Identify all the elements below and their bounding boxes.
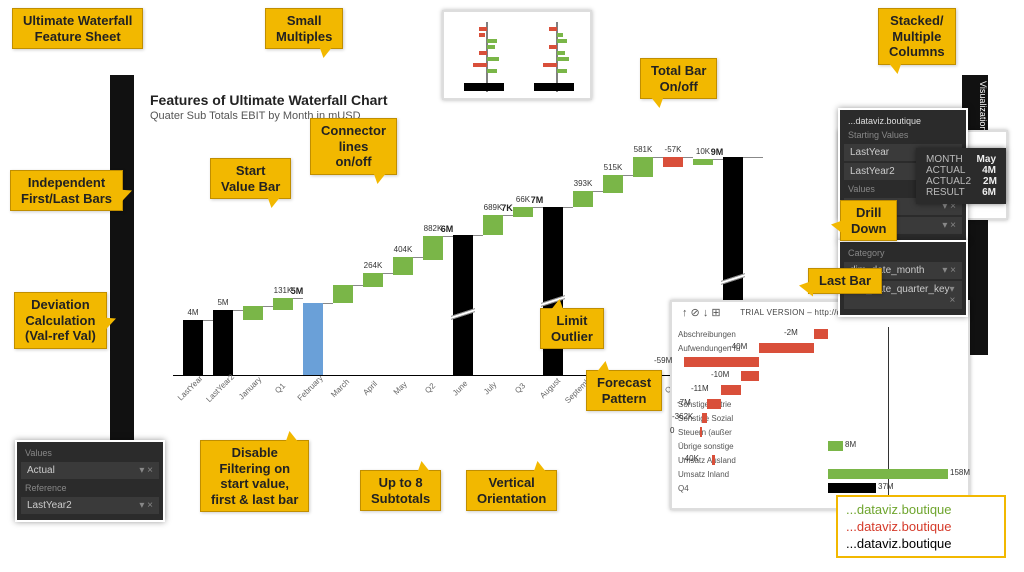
left-rail (110, 75, 134, 465)
callout-forecast: ForecastPattern (586, 370, 662, 411)
mini-hbar-row: Steuern (außer0 (678, 425, 962, 439)
values-panel[interactable]: Values Actual▾ × Reference LastYear2▾ × (15, 440, 165, 522)
stacked-tooltip: MONTHMay ACTUAL4M ACTUAL22M RESULT6M (916, 148, 1006, 204)
legend-black: ...dataviz.boutique (846, 535, 996, 552)
values-header: Values (21, 446, 159, 460)
callout-subtotals: Up to 8Subtotals (360, 470, 441, 511)
legend-red: ...dataviz.boutique (846, 518, 996, 535)
waterfall-bar[interactable] (183, 320, 203, 375)
mini-hbar-row: Sonstige Sozial-362K (678, 411, 962, 425)
reference-header: Reference (21, 481, 159, 495)
waterfall-bar[interactable] (213, 310, 233, 375)
waterfall-bar[interactable] (453, 235, 473, 375)
callout-connector: Connectorlineson/off (310, 118, 397, 175)
chart-title: Features of Ultimate Waterfall Chart (150, 92, 388, 108)
callout-independent: IndependentFirst/Last Bars (10, 170, 123, 211)
callout-drilldown: DrillDown (840, 200, 897, 241)
waterfall-bar[interactable] (303, 303, 323, 375)
callout-limit-outlier: LimitOutlier (540, 308, 604, 349)
callout-start-value: StartValue Bar (210, 158, 291, 199)
callout-stacked: Stacked/MultipleColumns (878, 8, 956, 65)
fields-h-category: Category (844, 246, 962, 260)
mini-hbar-row: Übrige sonstige8M (678, 439, 962, 453)
mini-hbar-row: -59M (678, 355, 962, 369)
callout-vertical: VerticalOrientation (466, 470, 557, 511)
field-row[interactable]: LastYear2▾ × (21, 497, 159, 514)
mini-hbar-row: Umsatz Ausland-40K (678, 453, 962, 467)
mini-hbar-row: Abschreibungen-2M (678, 327, 962, 341)
waterfall-bar[interactable] (423, 236, 443, 260)
mini-hbar-row: Aufwendungen fü-40M (678, 341, 962, 355)
callout-last-bar: Last Bar (808, 268, 882, 294)
waterfall-bar[interactable] (633, 157, 653, 177)
callout-small-multiples: SmallMultiples (265, 8, 343, 49)
legend-green: ...dataviz.boutique (846, 501, 996, 518)
mini-hbar-row: Q437M (678, 481, 962, 495)
waterfall-bar[interactable] (663, 157, 683, 167)
waterfall-bar[interactable] (363, 273, 383, 287)
waterfall-bar[interactable] (573, 191, 593, 207)
fields-h-starting: Starting Values (844, 128, 962, 142)
waterfall-bar[interactable] (393, 257, 413, 275)
waterfall-bar[interactable] (603, 175, 623, 193)
small-multiples-thumb (442, 10, 592, 100)
callout-deviation: DeviationCalculation(Val-ref Val) (14, 292, 107, 349)
vertical-orientation-thumb: TRIAL VERSION – http://dataviz.boutique … (670, 300, 970, 510)
waterfall-bar[interactable] (243, 306, 263, 320)
waterfall-bar[interactable] (333, 285, 353, 303)
waterfall-bar[interactable] (693, 159, 713, 165)
waterfall-bar[interactable] (273, 298, 293, 310)
mini-hbar-row: -10M (678, 369, 962, 383)
mini-hbar-row: Umsatz Inland158M (678, 467, 962, 481)
waterfall-bar[interactable] (543, 207, 563, 375)
legend-box: ...dataviz.boutique ...dataviz.boutique … (836, 495, 1006, 558)
callout-feature-sheet: Ultimate WaterfallFeature Sheet (12, 8, 143, 49)
callout-total-bar: Total BarOn/off (640, 58, 717, 99)
fields-title: ...dataviz.boutique (844, 114, 962, 128)
waterfall-bar[interactable] (513, 207, 533, 217)
field-row[interactable]: Actual▾ × (21, 462, 159, 479)
mini-hbar-row: Sonstige betrie-7M (678, 397, 962, 411)
callout-disable-filter: DisableFiltering onstart value,first & l… (200, 440, 309, 512)
waterfall-bar[interactable] (483, 215, 503, 235)
mini-hbar-row: -11M (678, 383, 962, 397)
